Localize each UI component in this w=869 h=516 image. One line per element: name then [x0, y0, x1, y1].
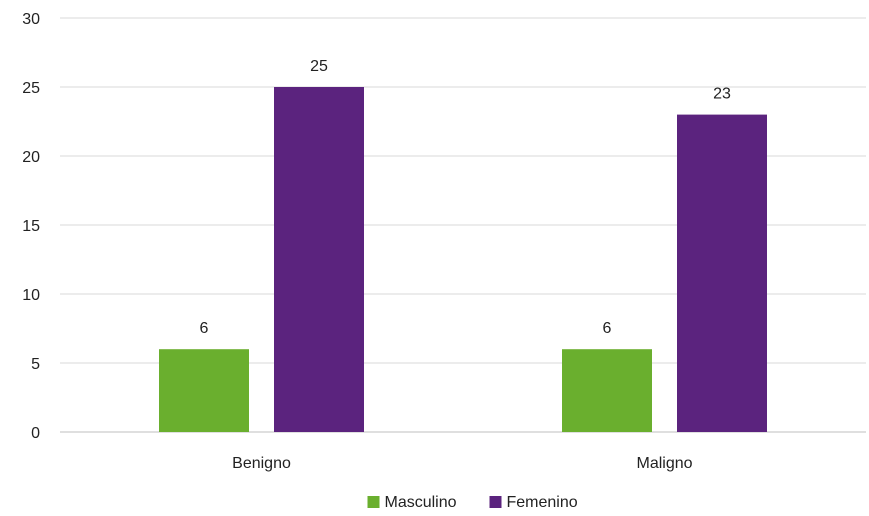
legend-swatch	[489, 496, 502, 508]
y-tick-label: 30	[22, 11, 40, 28]
y-tick-label: 5	[31, 356, 40, 373]
data-label: 6	[603, 320, 612, 337]
legend-label: Femenino	[507, 494, 578, 511]
legend-swatch	[367, 496, 380, 508]
y-tick-label: 20	[22, 149, 40, 166]
x-category-label: Benigno	[232, 455, 291, 472]
y-tick-label: 0	[31, 425, 40, 442]
y-tick-label: 25	[22, 80, 40, 97]
bar-masculino-maligno	[562, 349, 652, 432]
x-category-label: Maligno	[636, 455, 692, 472]
legend-label: Masculino	[385, 494, 457, 511]
y-tick-label: 10	[22, 287, 40, 304]
data-labels: 6 25 6 23	[200, 58, 731, 337]
legend: Masculino Femenino	[367, 494, 578, 511]
bar-masculino-benigno	[159, 349, 249, 432]
x-axis-categories: Benigno Maligno	[232, 455, 692, 472]
data-label: 25	[310, 58, 328, 75]
data-label: 6	[200, 320, 209, 337]
y-tick-label: 15	[22, 218, 40, 235]
y-axis-ticks: 0 5 10 15 20 25 30	[22, 11, 40, 442]
bars	[159, 87, 767, 432]
bar-femenino-maligno	[677, 114, 767, 432]
data-label: 23	[713, 86, 731, 103]
bar-femenino-benigno	[274, 87, 364, 432]
